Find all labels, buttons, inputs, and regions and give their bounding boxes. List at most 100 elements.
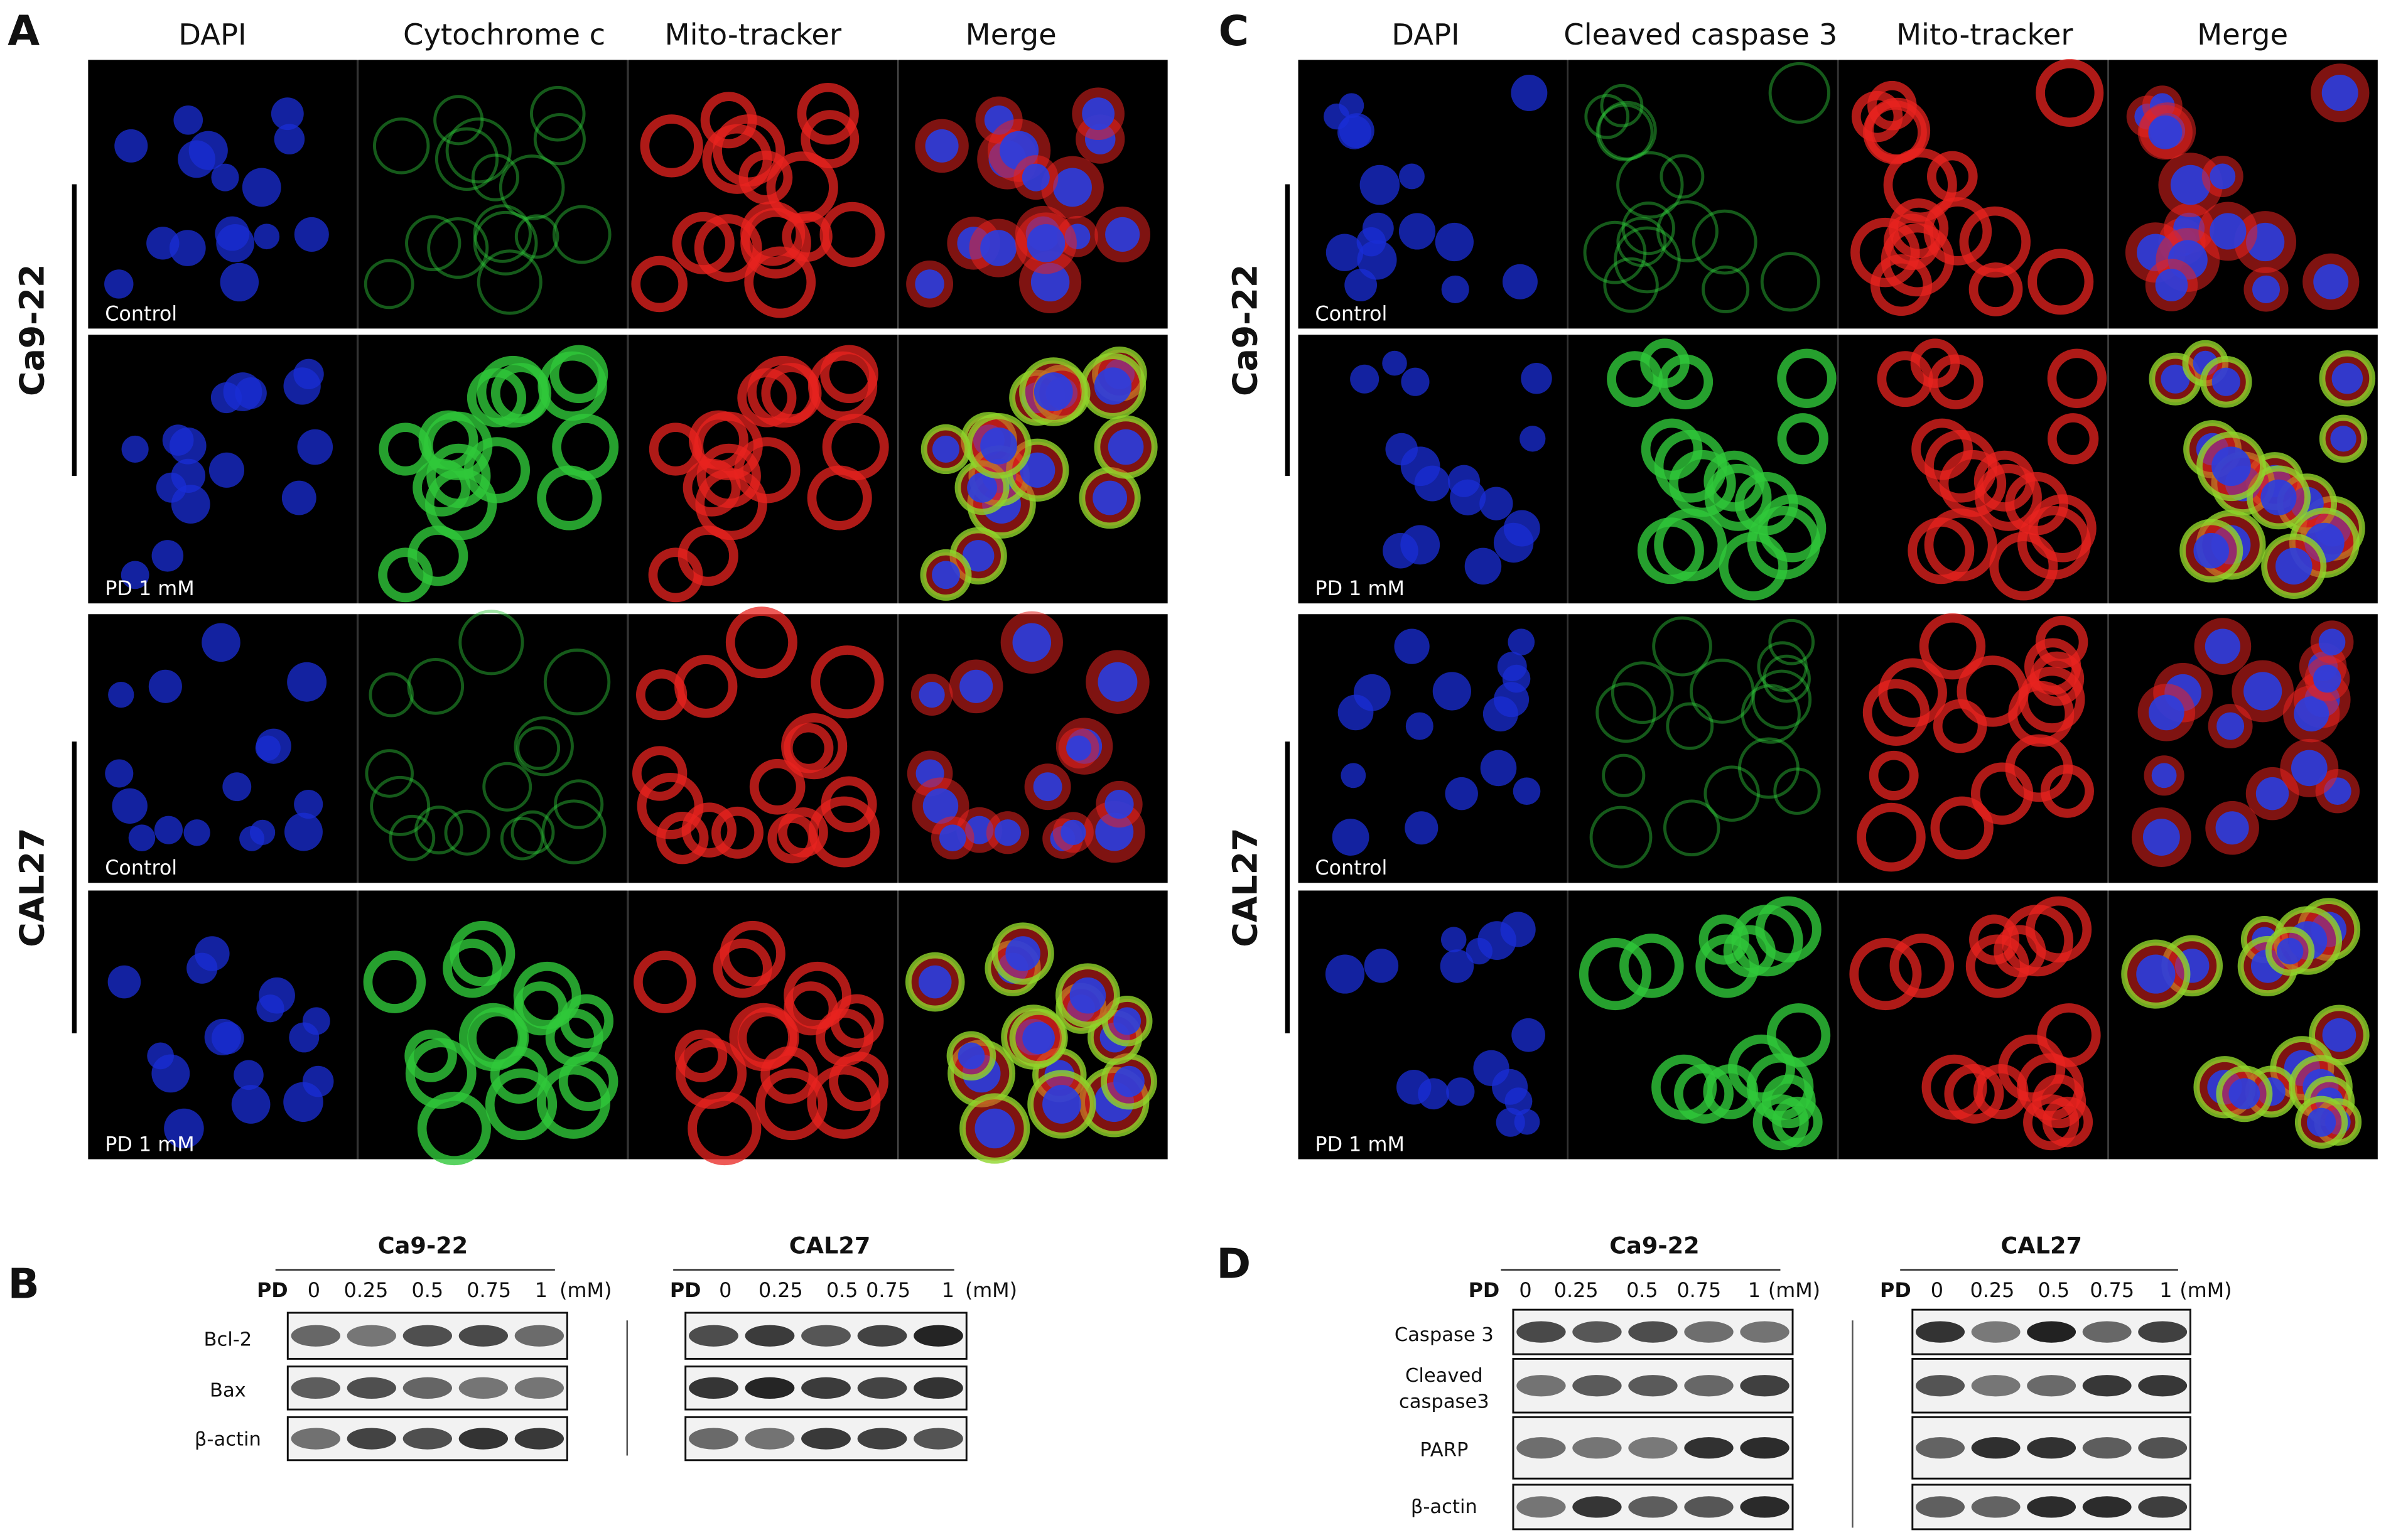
merge-green — [2319, 350, 2376, 407]
micrograph — [899, 60, 1168, 329]
band — [1916, 1496, 1965, 1518]
band — [689, 1377, 738, 1399]
panel-label: A — [8, 7, 40, 55]
cytoplasm-signal — [1768, 618, 1815, 665]
mito-signal — [784, 961, 851, 1030]
nucleus — [1337, 115, 1372, 149]
merge-nucleus — [1113, 1007, 1142, 1035]
nucleus — [1450, 479, 1486, 515]
cytoplasm-signal — [1734, 471, 1798, 536]
treatment: PD — [1469, 1279, 1500, 1302]
micrograph — [2108, 614, 2378, 883]
nucleus — [1513, 777, 1541, 805]
nucleus — [297, 429, 333, 465]
merge-nucleus — [1012, 623, 1052, 662]
cytoplasm-signal — [1597, 100, 1657, 161]
cytoplasm-signal — [1689, 659, 1755, 724]
nucleus — [234, 1060, 264, 1090]
nucleus — [1339, 93, 1364, 119]
cytoplasm-signal — [1768, 62, 1830, 124]
cytoplasm-signal — [1674, 1063, 1734, 1124]
dose: 1 — [942, 1279, 954, 1302]
mito-signal — [811, 645, 884, 719]
dose-unit: (mM) — [1768, 1279, 1820, 1302]
nucleus — [154, 816, 183, 844]
band — [914, 1377, 963, 1399]
cytoplasm-signal — [413, 458, 471, 517]
row-label: PD 1 mM — [1315, 1133, 1404, 1156]
micrograph — [629, 606, 898, 883]
nucleus — [202, 623, 240, 662]
cytoplasm-signal — [444, 809, 490, 856]
mito-signal — [1944, 1063, 2004, 1124]
cytoplasm-signal — [405, 215, 462, 272]
merge-green — [1009, 1008, 1068, 1067]
mito-signal — [2023, 1094, 2080, 1151]
merge-nucleus — [2294, 696, 2329, 732]
band — [2027, 1437, 2076, 1459]
column-header: DAPI — [1391, 18, 1459, 51]
mito-signal — [2029, 651, 2085, 706]
band — [2027, 1321, 2076, 1343]
cytoplasm-signal — [1751, 669, 1812, 730]
mito-signal — [819, 202, 885, 267]
cytoplasm-signal — [378, 547, 433, 603]
merge-nucleus — [2155, 269, 2188, 301]
micrograph — [88, 614, 357, 883]
band — [2027, 1375, 2076, 1397]
panel-label: B — [8, 1260, 39, 1308]
cytoplasm-signal — [1616, 217, 1667, 267]
band — [1516, 1375, 1566, 1397]
mito-signal — [676, 1038, 747, 1109]
mito-signal — [737, 1007, 799, 1069]
panel-label: D — [1216, 1240, 1251, 1288]
nucleus — [1466, 937, 1493, 965]
mito-signal — [725, 606, 797, 679]
mito-signal — [683, 458, 741, 517]
mito-signal — [740, 208, 811, 279]
nucleus — [281, 480, 316, 515]
band — [1740, 1437, 1790, 1459]
band — [914, 1428, 963, 1450]
mito-signal — [1939, 450, 2007, 517]
nucleus — [211, 163, 239, 191]
band — [1572, 1437, 1622, 1459]
mito-signal — [2047, 413, 2099, 465]
mito-signal — [1924, 429, 1997, 503]
mito-signal — [797, 82, 859, 145]
merge-nucleus — [2275, 547, 2313, 585]
micrograph — [2108, 335, 2378, 604]
nucleus — [220, 262, 259, 302]
band — [1684, 1496, 1734, 1518]
merge-nucleus — [958, 1042, 985, 1070]
nucleus — [1398, 213, 1436, 250]
cytoplasm-signal — [1611, 661, 1674, 724]
mito-signal — [694, 214, 762, 282]
merge-nucleus — [1053, 168, 1092, 207]
nucleus — [1508, 628, 1535, 656]
micrograph-bg — [1568, 60, 1837, 329]
cytoplasm-signal — [450, 920, 516, 987]
dose: 0.5 — [826, 1279, 858, 1302]
merge-nucleus — [2151, 763, 2177, 789]
band — [2082, 1375, 2132, 1397]
merge-nucleus — [1098, 662, 1138, 702]
band — [1684, 1437, 1734, 1459]
merge-nucleus — [2321, 75, 2358, 111]
cytoplasm-signal — [473, 204, 532, 263]
band — [1916, 1437, 1965, 1459]
merge-nucleus — [2243, 672, 2282, 711]
mito-signal — [1908, 517, 1975, 584]
cytoplasm-signal — [445, 117, 512, 184]
merge-nucleus — [2330, 426, 2356, 452]
cytoplasm-signal — [1757, 641, 1808, 692]
merge-green — [991, 922, 1054, 985]
dose: 1 — [535, 1279, 548, 1302]
merge-green — [2261, 533, 2327, 599]
band — [1916, 1321, 1965, 1343]
merge-nucleus — [1020, 452, 1055, 488]
row-label: PD 1 mM — [1315, 577, 1404, 600]
merge-green — [2294, 1096, 2348, 1149]
nucleus — [1464, 547, 1502, 585]
cytoplasm-signal — [1660, 154, 1705, 199]
